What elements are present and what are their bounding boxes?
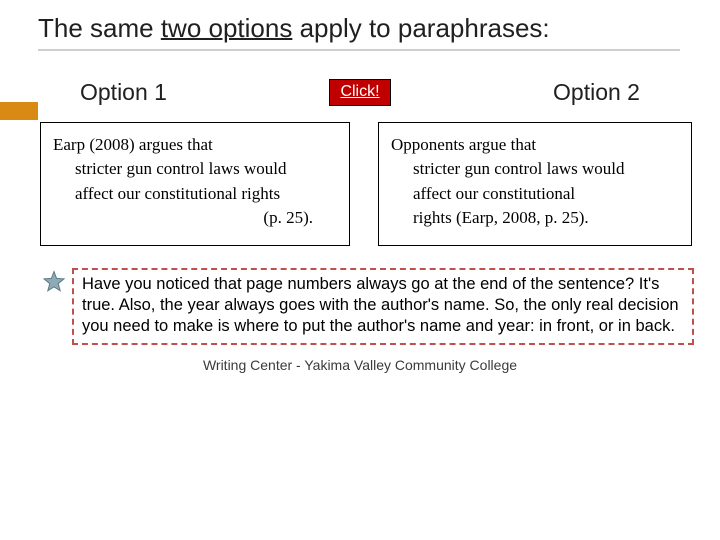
- star-icon: [42, 270, 66, 299]
- box1-line3: affect our constitutional rights: [53, 182, 337, 207]
- title-block: The same two options apply to paraphrase…: [0, 0, 720, 57]
- accent-bar: [0, 102, 38, 120]
- option-2-example-box: Opponents argue that stricter gun contro…: [378, 122, 692, 247]
- option-2-heading: Option 2: [553, 79, 640, 106]
- box2-line2: stricter gun control laws would: [391, 157, 679, 182]
- example-boxes-row: Earp (2008) argues that stricter gun con…: [0, 116, 720, 247]
- option-1-heading: Option 1: [80, 79, 167, 106]
- footer-credit: Writing Center - Yakima Valley Community…: [0, 357, 720, 373]
- slide-title: The same two options apply to paraphrase…: [38, 12, 690, 45]
- options-header-row: Option 1 Click! Option 2: [0, 57, 720, 116]
- box1-citation: (p. 25).: [53, 206, 337, 231]
- title-pre: The same: [38, 13, 161, 43]
- title-underlined: two options: [161, 13, 293, 43]
- click-button[interactable]: Click!: [329, 79, 390, 106]
- tip-note: Have you noticed that page numbers alway…: [72, 268, 694, 345]
- note-row: Have you noticed that page numbers alway…: [42, 268, 694, 345]
- box2-line1: Opponents argue that: [391, 135, 536, 154]
- option-1-example-box: Earp (2008) argues that stricter gun con…: [40, 122, 350, 247]
- title-divider: [38, 49, 680, 51]
- box1-line2: stricter gun control laws would: [53, 157, 337, 182]
- box2-line3: affect our constitutional: [391, 182, 679, 207]
- title-post: apply to paraphrases:: [292, 13, 549, 43]
- box2-line4: rights (Earp, 2008, p. 25).: [391, 206, 679, 231]
- box1-line1: Earp (2008) argues that: [53, 135, 213, 154]
